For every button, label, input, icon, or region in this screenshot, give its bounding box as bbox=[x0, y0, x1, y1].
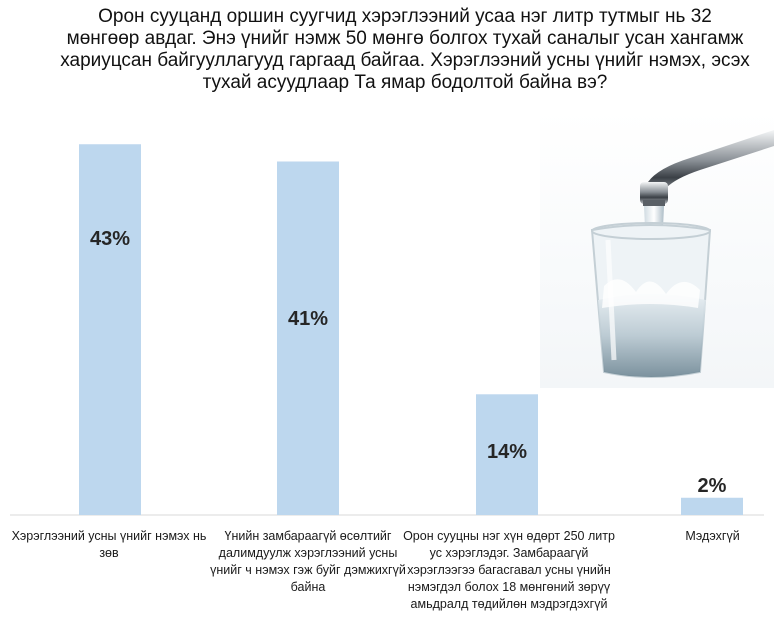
data-label-3: 14% bbox=[487, 441, 527, 463]
category-label-4: Мэдэхгүй bbox=[685, 529, 740, 543]
bar-2 bbox=[277, 161, 339, 515]
bar-3 bbox=[476, 394, 538, 515]
category-label-2: Үнийн замбараагүй өсөлтийг далимдуулж хэ… bbox=[210, 529, 406, 594]
chart-title: Орон сууцанд оршин суугчид хэрэглээний у… bbox=[60, 6, 750, 93]
data-label-1: 43% bbox=[90, 228, 130, 250]
bar-1 bbox=[79, 144, 141, 515]
data-label-2: 41% bbox=[288, 308, 328, 330]
water-faucet-glass-photo bbox=[540, 110, 774, 388]
category-label-1: Хэрэглээний усны үнийг нэмэх нь зөв bbox=[11, 529, 207, 560]
bar-4 bbox=[681, 497, 743, 515]
data-label-4: 2% bbox=[698, 475, 727, 497]
category-label-3: Орон сууцны нэг хүн өдөрт 250 литр ус хэ… bbox=[403, 529, 615, 611]
